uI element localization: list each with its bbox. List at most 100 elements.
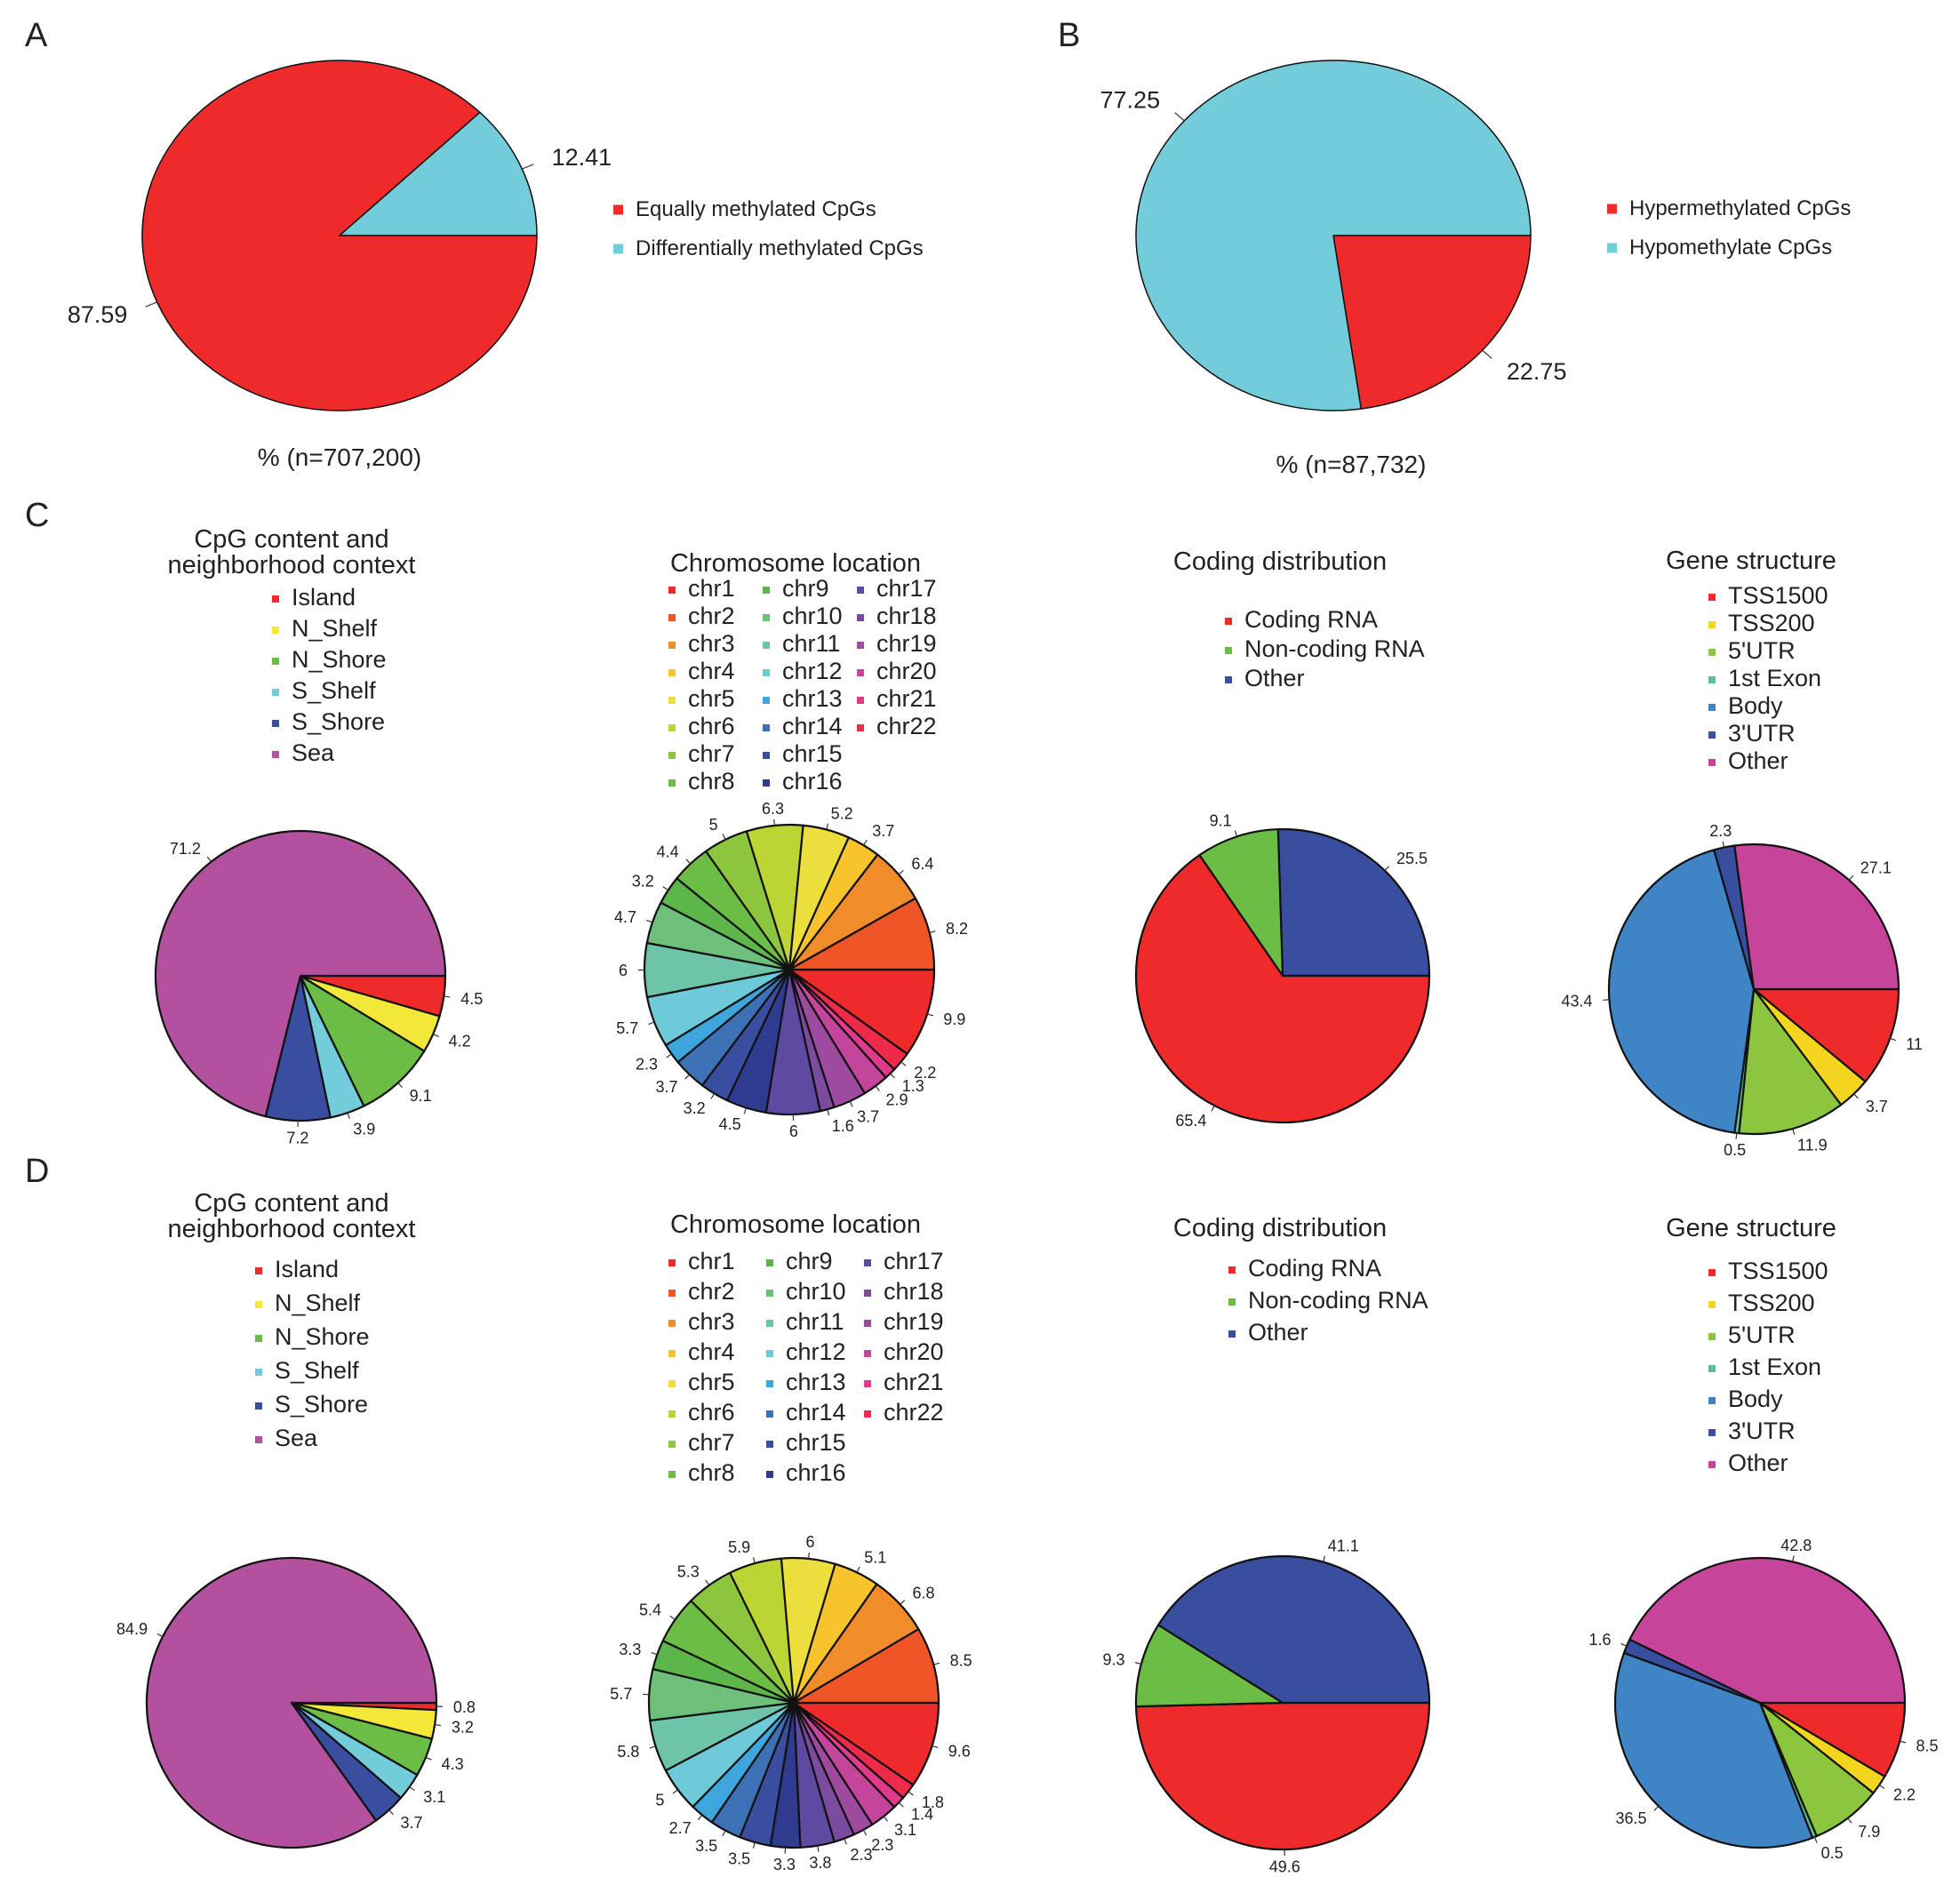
chart-d-9-value-label-tss200: 2.2 <box>1893 1786 1916 1804</box>
chart-c-5-label-tick-5-utr <box>1792 1128 1796 1135</box>
chart-d-7-title: Chromosome location <box>670 1210 921 1239</box>
chart-d-7-legend-chr1: chr1 <box>688 1248 735 1274</box>
chart-d-6-legend-swatch-sea <box>255 1436 262 1443</box>
chart-d-7-value-label-chr1: 9.6 <box>948 1742 971 1760</box>
chart-d-8-label-tick-non-coding-rna <box>1134 1662 1142 1665</box>
chart-c-4-legend-coding-rna: Coding RNA <box>1244 606 1378 633</box>
chart-d-8-legend-other: Other <box>1248 1319 1308 1346</box>
chart-d-6-title: neighborhood context <box>168 1215 416 1243</box>
chart-c-3-legend-swatch-chr21 <box>857 697 864 704</box>
chart-c-3-legend-swatch-chr7 <box>668 752 676 759</box>
chart-c-2-legend-s-shore: S_Shore <box>292 708 385 735</box>
chart-d-6-legend-swatch-s-shore <box>255 1402 262 1410</box>
chart-a-0-legend-swatch-equally-methylated-cpgs <box>613 204 623 215</box>
chart-d-7-legend-swatch-chr16 <box>766 1471 773 1478</box>
chart-d-7-legend-swatch-chr22 <box>864 1410 871 1418</box>
chart-c-5-value-label-body: 43.4 <box>1561 993 1592 1010</box>
chart-c-3-legend-chr21: chr21 <box>876 685 937 712</box>
chart-c-3-legend-swatch-chr13 <box>763 697 770 704</box>
chart-d-7-legend-chr9: chr9 <box>786 1248 833 1274</box>
chart-c-2-title: CpG content and <box>194 525 388 554</box>
chart-d-8-legend-non-coding-rna: Non-coding RNA <box>1248 1287 1428 1314</box>
chart-c-5-slice-other <box>1733 843 1900 991</box>
chart-d-7-value-label-chr18: 2.3 <box>851 1846 873 1864</box>
chart-d-7-value-label-chr12: 5 <box>655 1792 664 1809</box>
chart-d-7-legend-swatch-chr14 <box>766 1410 773 1418</box>
chart-c-3-legend-swatch-chr1 <box>668 587 676 594</box>
chart-d-9-value-label-body: 36.5 <box>1615 1809 1646 1827</box>
chart-d-7-legend-swatch-chr19 <box>864 1320 871 1327</box>
chart-c-3-label-tick-chr19 <box>849 1100 853 1107</box>
chart-d-7-value-label-chr14: 3.5 <box>695 1837 717 1855</box>
chart-c-3-legend-swatch-chr5 <box>668 697 676 704</box>
chart-a-0-legend-differentially-methylated-cpgs: Differentially methylated CpGs <box>636 236 924 260</box>
chart-c-2-legend-swatch-s-shelf <box>272 689 279 696</box>
chart-c-4-slice-other <box>1276 827 1431 978</box>
chart-b-1-label-tick-hypermethylated-cpgs <box>1482 349 1492 359</box>
chart-c-3-label-tick-chr2 <box>929 931 936 934</box>
chart-a-0-value-label-differentially-methylated-cpgs: 12.41 <box>552 144 612 171</box>
chart-c-3-legend-swatch-chr9 <box>763 587 770 594</box>
chart-d-7-value-label-chr6: 5.9 <box>728 1538 750 1556</box>
chart-d-7-label-tick-chr19 <box>862 1829 868 1836</box>
chart-b-1-footer: % (n=87,732) <box>1276 451 1427 478</box>
chart-d-7-legend-swatch-chr4 <box>668 1350 676 1357</box>
chart-d-6-legend-swatch-island <box>255 1267 262 1274</box>
chart-c-3-legend-chr5: chr5 <box>688 685 735 712</box>
chart-c-2-legend-swatch-n-shore <box>272 658 279 665</box>
chart-c-5-label-tick-tss1500 <box>1890 1037 1897 1042</box>
chart-c-5-legend-3-utr: 3'UTR <box>1728 720 1796 747</box>
chart-c-3-legend-swatch-chr20 <box>857 669 864 676</box>
chart-c-4-legend-swatch-non-coding-rna <box>1225 647 1232 654</box>
chart-d-7-label-tick-chr14 <box>722 1830 726 1837</box>
chart-d-7-legend-chr7: chr7 <box>688 1429 735 1456</box>
chart-d-7-label-tick-chr9 <box>651 1651 658 1656</box>
chart-d-7-label-tick-chr15 <box>752 1841 756 1849</box>
chart-d-7-legend-swatch-chr18 <box>864 1290 871 1297</box>
chart-d-7-legend-swatch-chr3 <box>668 1320 676 1327</box>
chart-d-9-legend-swatch-tss1500 <box>1708 1269 1716 1276</box>
chart-d-7-value-label-chr2: 8.5 <box>950 1651 972 1669</box>
chart-c-5-legend-swatch-tss1500 <box>1708 594 1716 601</box>
panel-label-b: B <box>1058 17 1080 54</box>
chart-d-6-value-label-sea: 84.9 <box>116 1620 148 1638</box>
chart-c-3-value-label-chr22: 2.2 <box>914 1064 936 1082</box>
chart-c-3-label-tick-chr21 <box>890 1073 895 1079</box>
chart-d-7-value-label-chr8: 5.4 <box>639 1601 661 1619</box>
chart-d-7-value-label-chr9: 3.3 <box>619 1641 641 1658</box>
chart-c-3-legend-swatch-chr2 <box>668 614 676 621</box>
chart-d-7-legend-chr22: chr22 <box>884 1399 944 1426</box>
chart-c-5-legend-swatch-5-utr <box>1708 649 1716 656</box>
chart-c-3-legend-swatch-chr15 <box>763 752 770 759</box>
chart-d-7-legend-chr18: chr18 <box>884 1278 944 1305</box>
chart-d-6-label-tick-n-shelf <box>435 1723 442 1727</box>
chart-d-9-label-tick-tss1500 <box>1900 1740 1907 1744</box>
chart-b-1-value-label-hypomethylate-cpgs: 77.25 <box>1100 87 1161 114</box>
chart-c-4-title: Coding distribution <box>1173 547 1387 576</box>
chart-c-3-legend-chr1: chr1 <box>688 575 735 602</box>
chart-b-1-slice-hypermethylated-cpgs <box>1332 235 1532 410</box>
chart-d-6-legend-s-shore: S_Shore <box>275 1391 368 1418</box>
chart-d-6-value-label-n-shelf: 3.2 <box>452 1719 474 1737</box>
chart-c-3-legend-chr2: chr2 <box>688 603 735 629</box>
chart-c-5-slice-tss1500 <box>1752 987 1900 1083</box>
chart-c-3-value-label-chr13: 2.3 <box>636 1055 658 1073</box>
chart-d-8-value-label-coding-rna: 49.6 <box>1269 1857 1300 1875</box>
chart-c-3-label-tick-chr18 <box>827 1109 830 1116</box>
chart-d-7-label-tick-chr7 <box>705 1579 710 1585</box>
chart-d-7-value-label-chr22: 1.8 <box>922 1793 944 1811</box>
chart-c-3-label-tick-chr15 <box>710 1093 716 1099</box>
chart-d-8-legend-swatch-coding-rna <box>1228 1266 1236 1274</box>
chart-d-7-label-tick-chr12 <box>672 1789 678 1794</box>
chart-d-7-legend-swatch-chr21 <box>864 1380 871 1387</box>
chart-d-6-legend-s-shelf: S_Shelf <box>275 1357 359 1384</box>
chart-c-3-value-label-chr5: 5.2 <box>831 804 853 822</box>
chart-d-7-legend-swatch-chr11 <box>766 1320 773 1327</box>
chart-d-7-legend-swatch-chr8 <box>668 1471 676 1478</box>
chart-c-2-label-tick-s-shelf <box>347 1112 350 1119</box>
chart-c-2-legend-n-shore: N_Shore <box>292 646 387 673</box>
chart-c-3-label-tick-chr13 <box>666 1053 672 1058</box>
chart-c-3-label-tick-chr9 <box>662 886 669 891</box>
chart-c-5-slice-5-utr <box>1738 987 1843 1136</box>
chart-c-3-legend-swatch-chr3 <box>668 642 676 649</box>
